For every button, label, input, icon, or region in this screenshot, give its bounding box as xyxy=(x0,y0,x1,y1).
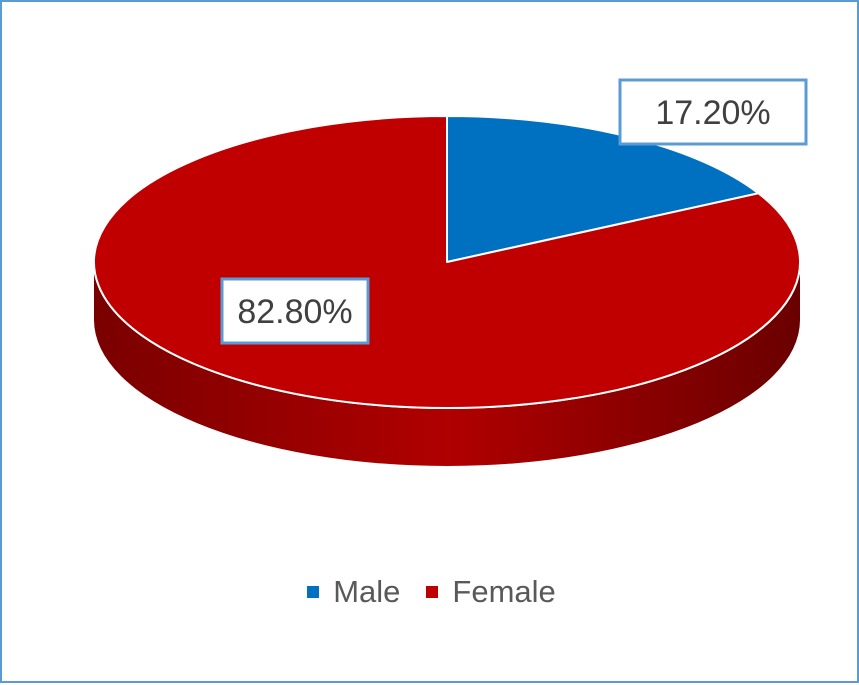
data-label-male: 17.20% xyxy=(618,78,808,146)
pie-side-wall xyxy=(94,262,800,466)
data-label-text: 82.80% xyxy=(237,293,352,331)
chart-legend: Male Female xyxy=(2,574,859,610)
data-label-female: 82.80% xyxy=(220,277,370,345)
data-label-box xyxy=(618,78,808,146)
legend-swatch-female xyxy=(426,586,439,598)
legend-label-male: Male xyxy=(333,574,401,609)
legend-item-male: Male xyxy=(307,574,400,610)
data-label-text: 17.20% xyxy=(655,94,770,132)
legend-label-female: Female xyxy=(452,574,556,609)
legend-swatch-male xyxy=(307,586,320,598)
legend-item-female: Female xyxy=(426,574,556,610)
data-label-box xyxy=(220,277,370,345)
